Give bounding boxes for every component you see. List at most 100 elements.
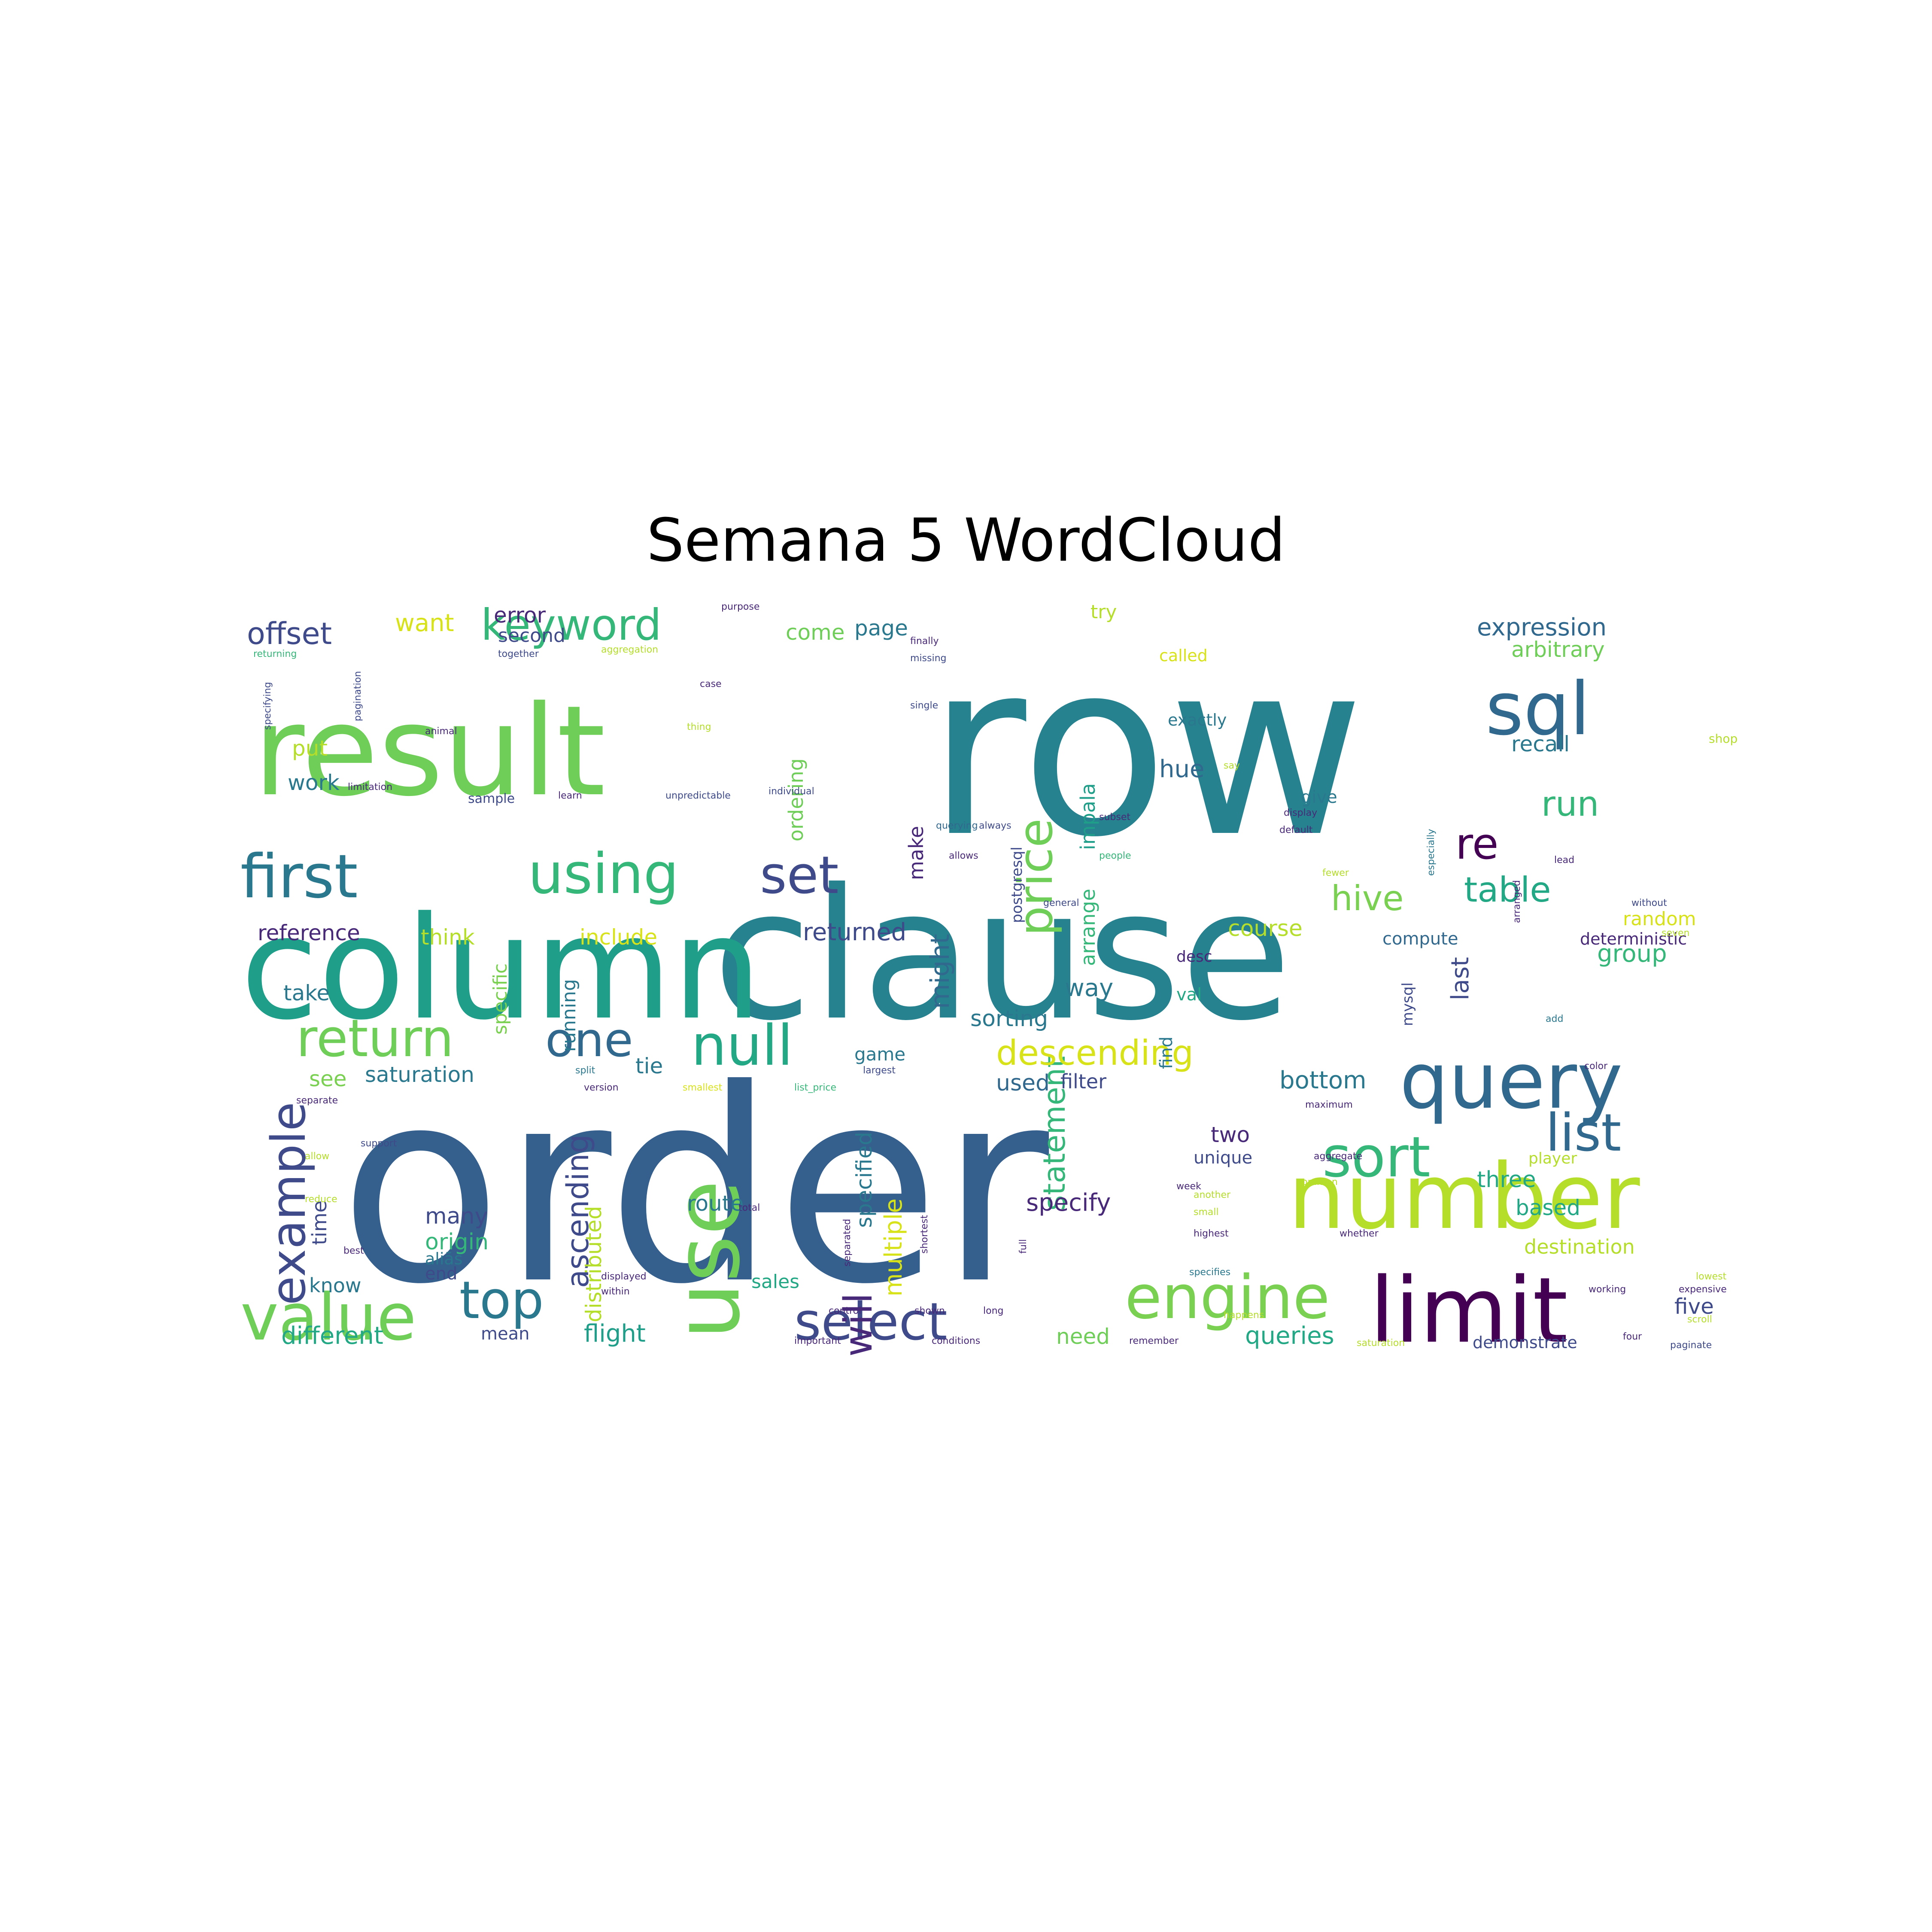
word-reference: reference: [258, 920, 360, 945]
word-make: make: [905, 826, 928, 880]
word-flight: flight: [584, 1320, 646, 1348]
word-remember: remember: [1129, 1336, 1179, 1346]
word-based: based: [1516, 1195, 1580, 1220]
word-learn: learn: [558, 790, 582, 801]
word-clause: clause: [713, 851, 1291, 1060]
word-impala: impala: [1076, 783, 1100, 850]
word-engine: engine: [1125, 1263, 1330, 1333]
word-common: common: [1297, 1177, 1338, 1188]
word-end: end: [425, 1264, 457, 1284]
word-re: re: [1455, 819, 1498, 869]
word-hue: hue: [1159, 755, 1204, 783]
word-total: total: [738, 1203, 760, 1213]
word-descending: descending: [996, 1033, 1194, 1073]
word-ascending: ascending: [560, 1134, 595, 1288]
word-first: first: [240, 842, 358, 912]
word-random: random: [1623, 908, 1696, 930]
word-displayed: displayed: [601, 1271, 647, 1282]
page-title: Semana 5 WordCloud: [647, 506, 1285, 575]
word-five: five: [1674, 1294, 1714, 1319]
word-mean: mean: [481, 1324, 529, 1344]
word-way: way: [1065, 974, 1113, 1002]
word-one: one: [545, 1012, 633, 1067]
word-example: example: [261, 1102, 316, 1305]
word-color: color: [1584, 1061, 1608, 1072]
word-specify: specify: [1026, 1189, 1111, 1217]
word-statement: statement: [1037, 1056, 1072, 1211]
word-default: default: [1279, 825, 1313, 835]
word-purpose: purpose: [721, 601, 759, 612]
word-called: called: [1159, 646, 1208, 665]
word-see: see: [309, 1066, 347, 1091]
word-allow: allow: [305, 1151, 329, 1162]
word-origin: origin: [425, 1229, 489, 1255]
word-list_price: list_price: [794, 1082, 836, 1093]
word-expression: expression: [1477, 614, 1607, 641]
word-try: try: [1091, 601, 1117, 623]
word-aggregate: aggregate: [1314, 1151, 1362, 1162]
word-sorting: sorting: [970, 1006, 1048, 1032]
word-list: list: [1546, 1103, 1621, 1163]
word-specifying: specifying: [262, 682, 273, 730]
word-will: will: [836, 1293, 881, 1357]
word-run: run: [1541, 784, 1599, 824]
word-highest: highest: [1194, 1228, 1229, 1239]
word-whether: whether: [1340, 1228, 1379, 1239]
word-within: within: [601, 1286, 630, 1297]
word-postgresql: postgresql: [1009, 847, 1026, 923]
word-different: different: [281, 1322, 383, 1350]
word-think: think: [421, 925, 475, 950]
word-ali-s: aliās: [425, 1249, 463, 1268]
word-val: val: [1176, 985, 1202, 1005]
word-allows: allows: [949, 851, 978, 861]
word-might: might: [925, 934, 955, 1009]
word-know: know: [309, 1274, 361, 1297]
word-long: long: [983, 1306, 1003, 1316]
word-demonstrate: demonstrate: [1473, 1333, 1577, 1352]
word-unique: unique: [1194, 1148, 1252, 1168]
word-separated: separated: [842, 1219, 853, 1267]
word-fewer: fewer: [1322, 868, 1349, 878]
word-separate: separate: [296, 1095, 338, 1106]
word-include: include: [580, 925, 657, 950]
word-split: split: [575, 1065, 595, 1076]
word-want: want: [395, 609, 454, 637]
word-missing: missing: [910, 653, 947, 664]
word-reduce: reduce: [305, 1194, 337, 1205]
word-largest: largest: [863, 1065, 896, 1076]
word-support: support: [361, 1138, 397, 1149]
word-maximum: maximum: [1305, 1100, 1353, 1110]
word-come: come: [786, 620, 845, 645]
word-saturation: saturation: [1357, 1338, 1405, 1349]
word-another: another: [1194, 1190, 1231, 1200]
word-sql: sql: [1485, 667, 1590, 752]
word-aggregation: aggregation: [601, 644, 658, 655]
word-using: using: [528, 841, 679, 906]
word-small: small: [1194, 1207, 1219, 1218]
word-work: work: [288, 770, 340, 795]
word-set: set: [760, 846, 838, 905]
word-finally: finally: [910, 636, 939, 647]
word-offset: offset: [247, 616, 332, 651]
word-error: error: [494, 603, 546, 628]
word-expensive: expensive: [1679, 1284, 1727, 1295]
word-keyword: keyword: [481, 600, 662, 650]
word-arranged: arranged: [1512, 880, 1522, 923]
word-put: put: [292, 736, 328, 761]
word-case: case: [700, 679, 722, 690]
word-desc: desc: [1176, 948, 1212, 966]
word-give: give: [1301, 787, 1337, 807]
word-cloud: row order clause column result number limit que…: [240, 592, 1743, 1357]
word-need: need: [1056, 1324, 1110, 1349]
word-route: route: [687, 1191, 744, 1216]
word-individual: individual: [769, 786, 814, 797]
word-sales: sales: [751, 1271, 799, 1293]
word-shown: shown: [914, 1306, 945, 1316]
word-price: price: [1008, 818, 1063, 936]
word-limit: limit: [1370, 1258, 1568, 1357]
word-select: select: [794, 1292, 948, 1352]
word-specified: specified: [852, 1132, 877, 1228]
word-thing: thing: [687, 722, 711, 732]
word-take: take: [283, 981, 330, 1005]
word-use: use: [655, 1180, 760, 1340]
